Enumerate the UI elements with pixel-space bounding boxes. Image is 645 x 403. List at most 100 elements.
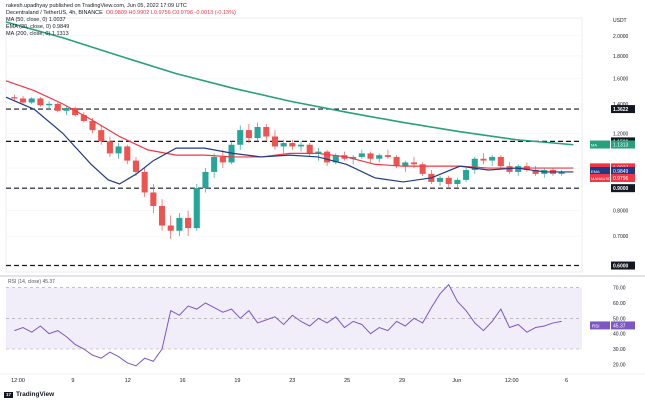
level-tag bbox=[611, 261, 635, 270]
candle-body bbox=[237, 130, 244, 145]
rsi-line bbox=[14, 283, 562, 367]
candle-body bbox=[454, 179, 461, 184]
rsi-tag-value: 45.37 bbox=[613, 323, 626, 329]
time-tick-label: 25 bbox=[344, 378, 350, 384]
level-tag bbox=[611, 105, 635, 114]
candle-body bbox=[350, 156, 357, 159]
candle-body bbox=[332, 155, 339, 163]
indicator-tag-value-box bbox=[611, 140, 635, 149]
indicator-tag bbox=[590, 140, 610, 149]
candle-body bbox=[367, 153, 374, 159]
time-tick-label: 9 bbox=[71, 378, 74, 384]
rsi-title: RSI (14, close) 45.37 bbox=[8, 279, 55, 285]
time-tick-label: 16 bbox=[180, 378, 186, 384]
symbol-line: Decentraland / TetherUS, 4h, BINANCE O0.… bbox=[6, 10, 236, 16]
candle-body bbox=[384, 155, 391, 157]
candle-body bbox=[558, 171, 565, 174]
candle-body bbox=[532, 169, 539, 174]
candle-body bbox=[167, 225, 174, 231]
candle-body bbox=[410, 162, 418, 165]
candle-body bbox=[245, 130, 252, 139]
time-axis: 12:00 9 12 16 19 23 25 29 Jun 12:00 6 bbox=[0, 373, 645, 384]
rsi-pane[interactable]: 70.00 60.00 50.00 40.00 30.00 20.00 RSI (14, c… bbox=[6, 279, 635, 368]
price-tick-label: 1.4000 bbox=[613, 102, 629, 108]
candle-body bbox=[19, 98, 27, 103]
candle-body bbox=[289, 143, 296, 147]
ma50-legend[interactable]: MA (50, close, 0) 1.0037 bbox=[6, 17, 66, 23]
candle-body bbox=[515, 166, 522, 172]
brand-name: TradingView bbox=[16, 391, 55, 398]
price-tick-label: 1.2000 bbox=[613, 131, 629, 137]
candle-body bbox=[28, 98, 35, 103]
candle-body bbox=[202, 171, 209, 189]
indicator-tag-value: 1.1313 bbox=[613, 143, 629, 149]
time-tick-label: 12:00 bbox=[505, 378, 519, 384]
candle-body bbox=[280, 143, 287, 147]
candle-body bbox=[132, 160, 140, 172]
candle-body bbox=[72, 107, 79, 116]
ma200-legend[interactable]: MA (200, close, 0) 1.1313 bbox=[6, 31, 69, 37]
candle-body bbox=[263, 127, 270, 137]
candle-body bbox=[306, 144, 313, 154]
price-tick-label: 1.6000 bbox=[613, 76, 629, 82]
candle-body bbox=[271, 136, 279, 147]
rsi-tick-label: 60.00 bbox=[613, 301, 626, 307]
tradingview-brand[interactable]: 17 TradingView bbox=[4, 391, 54, 398]
candle-body bbox=[497, 156, 504, 167]
indicator-tag-value: 0.9796 bbox=[613, 176, 629, 182]
time-tick-label: 12 bbox=[125, 378, 131, 384]
time-tick-label: 29 bbox=[399, 378, 405, 384]
candle-body bbox=[219, 156, 226, 163]
candle-body bbox=[480, 158, 487, 161]
rsi-tick-label: 70.00 bbox=[613, 286, 626, 292]
price-tick-label: 2.0000 bbox=[613, 34, 629, 40]
candle-body bbox=[176, 217, 183, 231]
level-tag-label: 0.9000 bbox=[613, 186, 629, 192]
candle-body bbox=[150, 192, 157, 206]
time-tick-label: Jun bbox=[452, 378, 461, 384]
rsi-tick-label: 40.00 bbox=[613, 332, 626, 338]
price-tick-label: 1.8000 bbox=[613, 54, 629, 60]
ohlc-values: O0.9809 H0.9902 L0.9756 C0.9796 -0.0013 … bbox=[105, 10, 236, 16]
indicator-tag-name: EMA bbox=[591, 169, 600, 174]
candle-body bbox=[393, 156, 400, 167]
price-tick-label: 0.7000 bbox=[613, 234, 629, 240]
candle-body bbox=[193, 188, 200, 229]
candle-body bbox=[324, 151, 331, 163]
indicator-tag bbox=[590, 173, 610, 182]
candle-body bbox=[98, 130, 105, 142]
level-tag-label: 1.3622 bbox=[613, 107, 629, 113]
ema20-legend[interactable]: EMA (20, close, 0) 0.9849 bbox=[6, 24, 70, 30]
rsi-tag-value-box bbox=[611, 321, 635, 330]
rsi-tick-label: 50.00 bbox=[613, 316, 626, 322]
indicator-tag-value-box bbox=[611, 166, 635, 175]
indicator-tag-name: MANAUSDT bbox=[591, 176, 614, 181]
indicator-tag bbox=[590, 166, 610, 175]
moving-average-line bbox=[5, 80, 574, 169]
candle-body bbox=[89, 120, 96, 131]
candle-body bbox=[463, 169, 470, 180]
candle-body bbox=[115, 146, 122, 154]
candle-body bbox=[158, 205, 166, 226]
candle-body bbox=[37, 98, 44, 106]
candle-body bbox=[376, 155, 383, 159]
price-tick-label: 0.8000 bbox=[613, 209, 629, 215]
rsi-tag bbox=[590, 321, 610, 330]
time-tick-label: 23 bbox=[289, 378, 295, 384]
candle-body bbox=[80, 115, 87, 121]
candle-body bbox=[11, 97, 18, 99]
candle-body bbox=[445, 177, 452, 184]
candle-body bbox=[54, 103, 61, 111]
time-tick-label: 19 bbox=[234, 378, 240, 384]
candle-body bbox=[315, 151, 322, 154]
candle-body bbox=[436, 177, 444, 182]
candle-body bbox=[211, 156, 218, 172]
price-pane[interactable]: 2.00001.80001.60001.40001.20001.00000.80… bbox=[0, 17, 645, 277]
publisher-line: rakesh.upadhyay published on TradingView… bbox=[6, 3, 187, 9]
candle-body bbox=[185, 217, 192, 229]
rsi-tick-label: 30.00 bbox=[613, 347, 626, 353]
time-tick-label: 6 bbox=[565, 378, 568, 384]
candle-body bbox=[489, 156, 496, 161]
indicator-tag-name: MA bbox=[591, 143, 597, 148]
